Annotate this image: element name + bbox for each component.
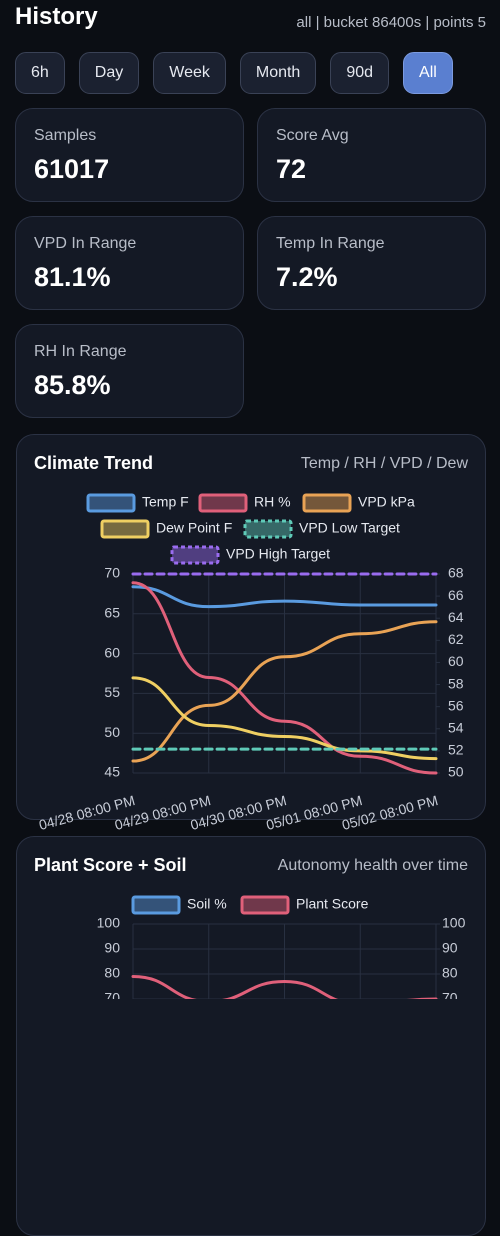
legend-label: Dew Point F <box>156 520 232 536</box>
range-button[interactable]: 90d <box>330 52 390 94</box>
stat-label: VPD In Range <box>34 235 137 252</box>
page: History all | bucket 86400s | points 5 6… <box>15 3 486 1236</box>
y2-tick-label: 64 <box>448 609 464 625</box>
y2-tick-label: 80 <box>442 965 458 981</box>
y2-tick-label: 66 <box>448 587 464 603</box>
y2-tick-label: 58 <box>448 675 464 691</box>
y-tick-label: 100 <box>97 915 121 931</box>
range-button[interactable]: Day <box>78 52 140 94</box>
y2-tick-label: 62 <box>448 631 464 647</box>
y-tick-label: 70 <box>104 565 120 581</box>
y2-tick-label: 60 <box>448 653 464 669</box>
stats-grid: Samples 61017 Score Avg 72 VPD In Range 81.1%… <box>15 108 486 418</box>
legend-label: VPD Low Target <box>299 520 400 536</box>
range-selector: 6h Day Week Month 90d All <box>15 52 453 94</box>
page-meta: all | bucket 86400s | points 5 <box>296 14 486 31</box>
stat-value: 7.2% <box>276 262 338 292</box>
y2-tick-label: 90 <box>442 940 458 956</box>
legend-swatch <box>302 493 352 513</box>
stat-card: VPD In Range 81.1% <box>15 216 244 310</box>
y-tick-label: 80 <box>104 965 120 981</box>
y2-tick-label: 50 <box>448 764 464 780</box>
legend-swatch <box>240 895 290 915</box>
stat-value: 81.1% <box>34 262 111 292</box>
y2-tick-label: 52 <box>448 742 464 758</box>
stat-card: RH In Range 85.8% <box>15 324 244 418</box>
range-button[interactable]: 6h <box>15 52 65 94</box>
stat-label: Temp In Range <box>276 235 385 252</box>
stat-label: Samples <box>34 127 97 144</box>
legend-label: VPD High Target <box>226 546 330 562</box>
y-tick-label: 45 <box>104 764 120 780</box>
stat-value: 85.8% <box>34 370 111 400</box>
y2-tick-label: 70 <box>442 990 458 999</box>
y-tick-label: 60 <box>104 644 120 660</box>
chart-subtitle: Temp / RH / VPD / Dew <box>301 455 469 472</box>
legend-swatch <box>198 493 248 513</box>
y2-tick-label: 68 <box>448 565 464 581</box>
legend-swatch <box>100 519 150 539</box>
y-tick-label: 50 <box>104 724 120 740</box>
series-line <box>131 676 438 761</box>
legend-label: RH % <box>254 494 291 510</box>
series-line <box>131 620 438 763</box>
chart-title: Climate Trend <box>34 453 153 473</box>
legend-swatch <box>131 895 181 915</box>
stat-card: Score Avg 72 <box>257 108 486 202</box>
page-title: History <box>15 3 98 30</box>
series-line <box>131 585 438 609</box>
legend-swatch <box>86 493 136 513</box>
range-button[interactable]: Month <box>239 52 317 94</box>
legend-label: Soil % <box>187 896 227 912</box>
chart-title: Plant Score + Soil <box>34 855 187 875</box>
range-button[interactable]: All <box>403 52 453 94</box>
stat-value: 72 <box>276 154 307 184</box>
series-line <box>131 975 438 999</box>
y-tick-label: 65 <box>104 605 120 621</box>
stat-label: Score Avg <box>276 127 349 144</box>
range-button[interactable]: Week <box>153 52 226 94</box>
stat-label: RH In Range <box>34 343 127 360</box>
y2-tick-label: 56 <box>448 697 464 713</box>
y2-tick-label: 100 <box>442 915 466 931</box>
legend-swatch <box>243 519 293 539</box>
legend-label: Temp F <box>142 494 189 510</box>
legend-label: Plant Score <box>296 896 369 912</box>
legend-label: VPD kPa <box>358 494 415 510</box>
chart-subtitle: Autonomy health over time <box>278 857 468 874</box>
charts: Climate Trend Temp / RH / VPD / Dew 45 50 55… <box>34 453 469 999</box>
stat-value: 61017 <box>34 154 110 184</box>
legend-swatch <box>170 545 220 565</box>
y-tick-label: 70 <box>104 990 120 999</box>
stat-card: Temp In Range 7.2% <box>257 216 486 310</box>
stat-card: Samples 61017 <box>15 108 244 202</box>
y2-tick-label: 54 <box>448 719 464 735</box>
y-tick-label: 90 <box>104 940 120 956</box>
y-tick-label: 55 <box>104 684 120 700</box>
series-line <box>131 581 438 775</box>
